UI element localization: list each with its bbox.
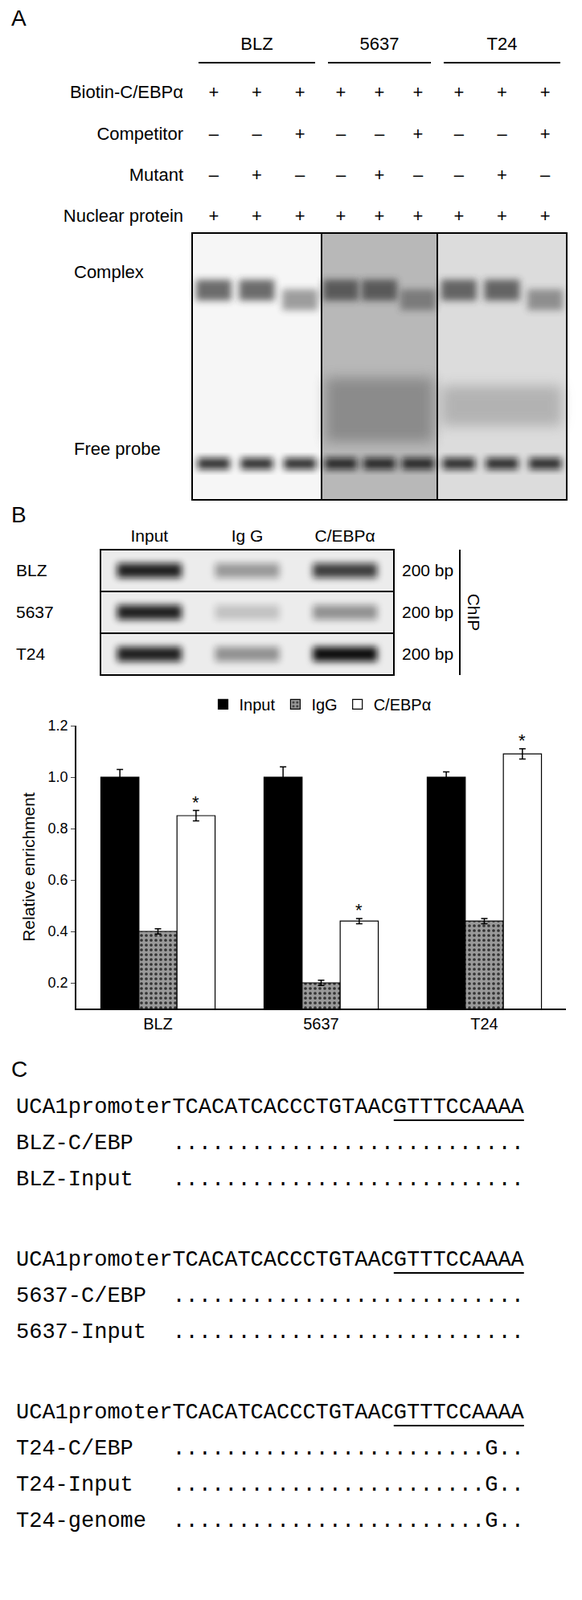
svg-text:+: + <box>453 81 464 103</box>
svg-text:5637: 5637 <box>360 33 400 54</box>
svg-text:GTTTCCAAAA: GTTTCCAAAA <box>393 1248 525 1273</box>
svg-text:B: B <box>11 502 27 528</box>
svg-text:+: + <box>496 164 508 185</box>
svg-text:5637-C/EBP: 5637-C/EBP <box>16 1284 147 1309</box>
svg-text:UCA1promoter: UCA1promoter <box>16 1095 173 1120</box>
svg-text:...........................: ........................... <box>172 1284 524 1309</box>
svg-text:BLZ: BLZ <box>240 33 273 54</box>
svg-text:BLZ-Input: BLZ-Input <box>16 1168 134 1193</box>
svg-text:BLZ-C/EBP: BLZ-C/EBP <box>16 1131 134 1156</box>
svg-text:200 bp: 200 bp <box>401 602 454 622</box>
svg-text:+: + <box>413 81 424 103</box>
svg-text:........................G..: ........................G.. <box>172 1473 524 1498</box>
svg-text:...........................: ........................... <box>172 1320 524 1345</box>
svg-text:TCACATCACCCTGTAAC: TCACATCACCCTGTAAC <box>172 1095 394 1120</box>
svg-text:0.4: 0.4 <box>48 923 69 940</box>
svg-text:5637: 5637 <box>16 602 54 622</box>
svg-text:........................G..: ........................G.. <box>172 1509 524 1534</box>
svg-text:+: + <box>295 205 306 226</box>
svg-text:TCACATCACCCTGTAAC: TCACATCACCCTGTAAC <box>172 1401 394 1426</box>
svg-text:+: + <box>336 81 347 103</box>
svg-text:1.0: 1.0 <box>48 769 69 786</box>
svg-text:Input: Input <box>130 526 169 546</box>
svg-text:+: + <box>496 81 508 103</box>
svg-text:*: * <box>518 730 526 751</box>
svg-text:C/EBPα: C/EBPα <box>315 526 376 546</box>
svg-text:T24-genome: T24-genome <box>16 1509 147 1534</box>
svg-text:Ig G: Ig G <box>231 526 264 546</box>
svg-text:TCACATCACCCTGTAAC: TCACATCACCCTGTAAC <box>172 1248 394 1273</box>
svg-text:ChIP: ChIP <box>464 594 484 632</box>
svg-text:+: + <box>251 81 263 103</box>
svg-text:–: – <box>496 123 508 144</box>
svg-text:UCA1promoter: UCA1promoter <box>16 1248 173 1273</box>
svg-text:T24: T24 <box>487 33 518 54</box>
svg-text:+: + <box>295 123 306 144</box>
svg-text:+: + <box>453 205 464 226</box>
svg-text:–: – <box>413 164 424 185</box>
svg-text:–: – <box>295 164 306 185</box>
svg-text:C: C <box>11 1057 28 1083</box>
svg-text:Competitor: Competitor <box>96 123 184 144</box>
svg-text:GTTTCCAAAA: GTTTCCAAAA <box>393 1401 525 1426</box>
svg-text:Nuclear protein: Nuclear protein <box>63 205 184 226</box>
svg-text:+: + <box>540 81 551 103</box>
svg-text:*: * <box>192 792 200 813</box>
svg-text:0.6: 0.6 <box>48 872 69 889</box>
svg-text:+: + <box>413 205 424 226</box>
svg-text:+: + <box>208 81 219 103</box>
svg-text:–: – <box>374 123 386 144</box>
svg-text:Biotin-C/EBPα: Biotin-C/EBPα <box>69 81 184 103</box>
svg-text:+: + <box>374 205 386 226</box>
svg-text:–: – <box>454 164 465 185</box>
svg-text:A: A <box>11 5 27 31</box>
svg-text:C/EBPα: C/EBPα <box>373 696 432 714</box>
svg-text:T24: T24 <box>470 1015 498 1033</box>
svg-text:200 bp: 200 bp <box>401 644 454 664</box>
svg-text:Complex: Complex <box>73 262 144 283</box>
svg-text:BLZ: BLZ <box>143 1015 173 1033</box>
svg-text:...........................: ........................... <box>172 1131 524 1156</box>
svg-text:1.2: 1.2 <box>48 717 69 734</box>
svg-text:*: * <box>355 900 363 921</box>
svg-text:+: + <box>540 123 551 144</box>
svg-text:–: – <box>336 123 347 144</box>
svg-text:+: + <box>295 81 306 103</box>
svg-text:5637-Input: 5637-Input <box>16 1320 147 1345</box>
svg-text:UCA1promoter: UCA1promoter <box>16 1401 173 1426</box>
svg-text:GTTTCCAAAA: GTTTCCAAAA <box>393 1095 525 1120</box>
svg-text:–: – <box>251 123 263 144</box>
svg-text:Input: Input <box>239 696 276 714</box>
svg-text:+: + <box>374 164 386 185</box>
svg-text:+: + <box>251 205 263 226</box>
svg-text:+: + <box>374 81 386 103</box>
svg-text:...........................: ........................... <box>172 1168 524 1193</box>
svg-text:0.8: 0.8 <box>48 820 69 837</box>
svg-text:–: – <box>336 164 347 185</box>
svg-text:0.2: 0.2 <box>48 975 69 992</box>
svg-text:–: – <box>540 164 551 185</box>
svg-text:+: + <box>540 205 551 226</box>
svg-text:T24-C/EBP: T24-C/EBP <box>16 1437 134 1462</box>
svg-text:T24: T24 <box>16 644 46 664</box>
svg-text:Free probe: Free probe <box>73 438 161 460</box>
svg-text:–: – <box>454 123 465 144</box>
svg-text:IgG: IgG <box>311 696 337 714</box>
svg-text:–: – <box>209 123 220 144</box>
svg-text:–: – <box>209 164 220 185</box>
svg-text:200 bp: 200 bp <box>401 561 454 580</box>
svg-text:+: + <box>251 164 263 185</box>
svg-text:+: + <box>336 205 347 226</box>
svg-text:+: + <box>413 123 424 144</box>
svg-text:Mutant: Mutant <box>129 164 184 185</box>
svg-text:+: + <box>208 205 219 226</box>
svg-text:BLZ: BLZ <box>16 561 48 580</box>
svg-text:Relative enrichment: Relative enrichment <box>19 792 38 943</box>
svg-text:+: + <box>496 205 508 226</box>
svg-text:........................G..: ........................G.. <box>172 1437 524 1462</box>
svg-text:5637: 5637 <box>303 1015 340 1033</box>
svg-text:T24-Input: T24-Input <box>16 1473 134 1498</box>
